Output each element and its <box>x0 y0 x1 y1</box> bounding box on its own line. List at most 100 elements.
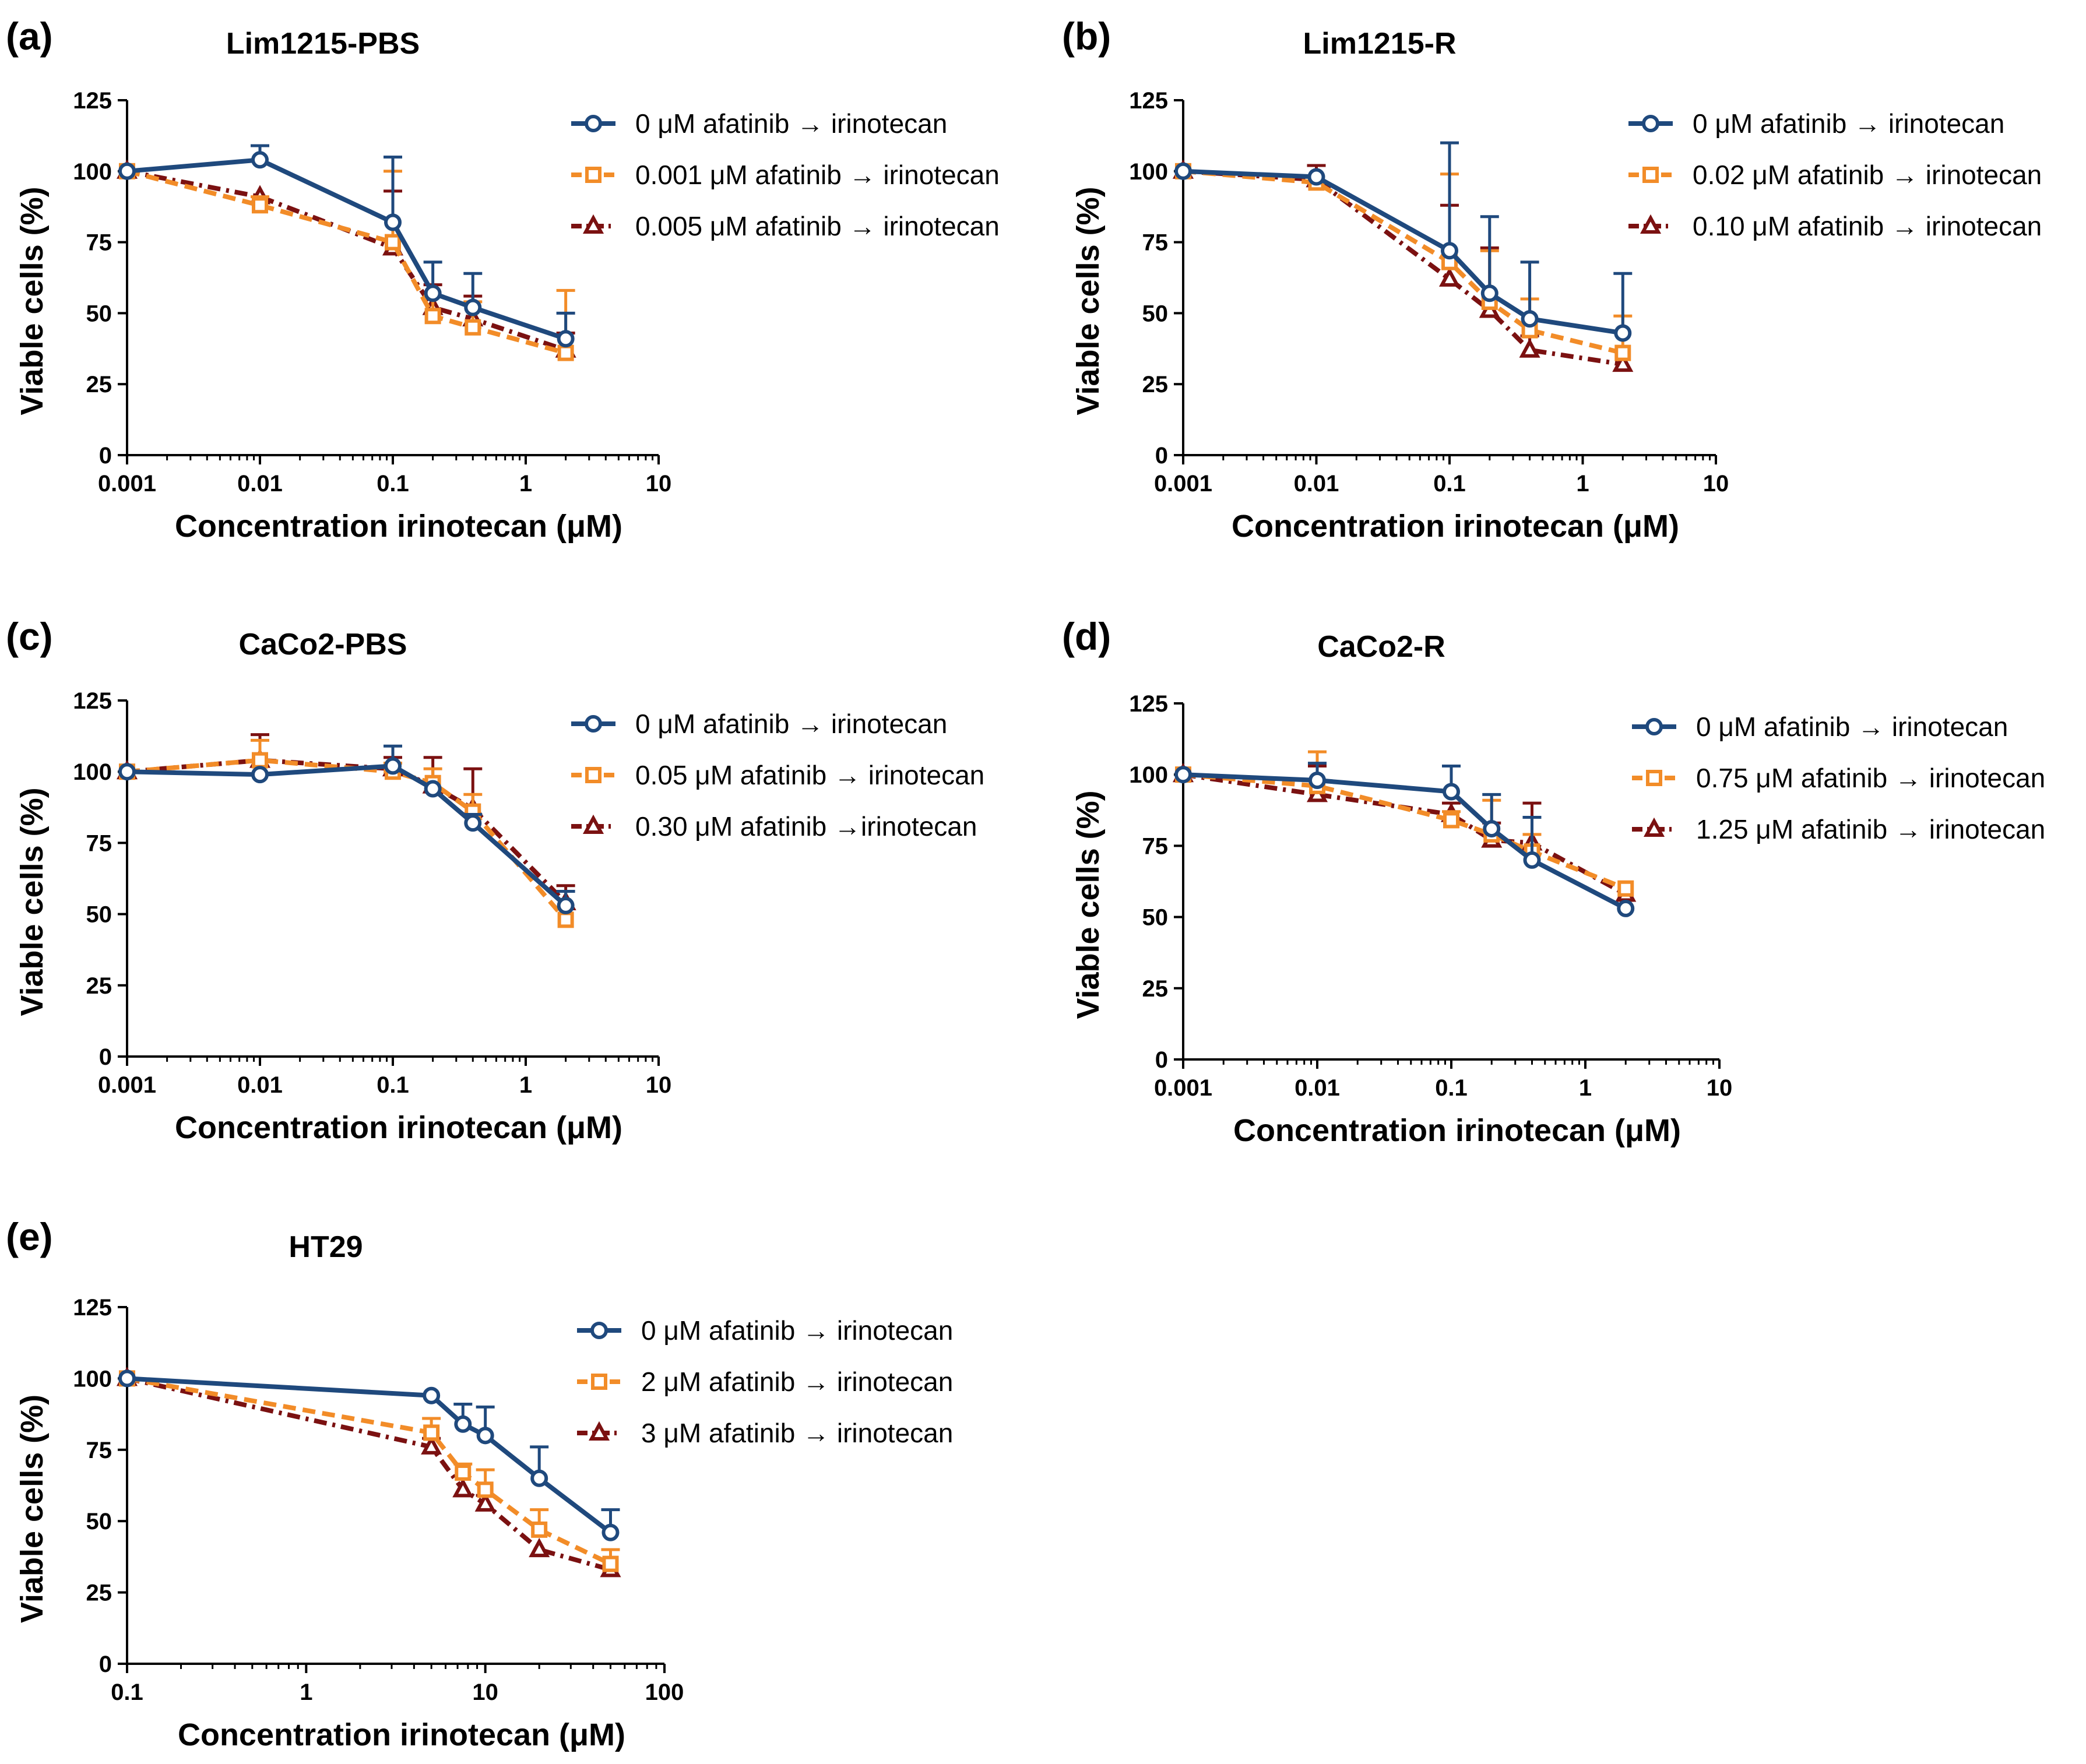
y-tick-label: 50 <box>86 1509 112 1534</box>
series-line <box>126 168 567 353</box>
legend-marker <box>585 715 602 733</box>
data-point <box>452 1478 474 1498</box>
data-point <box>557 896 575 914</box>
series-line <box>126 1376 612 1566</box>
x-tick-label: 1 <box>1576 471 1589 497</box>
data-point <box>531 1521 548 1538</box>
legend-label: 0.75 μM afatinib → irinotecan <box>1696 763 2045 793</box>
legend-label: 1.25 μM afatinib → irinotecan <box>1696 814 2045 844</box>
x-tick-label: 0.1 <box>111 1680 143 1705</box>
legend-item-1: 0 μM afatinib → irinotecan <box>1632 712 2008 742</box>
y-tick-label: 100 <box>1129 762 1168 788</box>
x-axis-label: Concentration irinotecan (μM) <box>175 509 622 544</box>
x-axis-label: Concentration irinotecan (μM) <box>175 1110 622 1145</box>
legend-marker <box>1645 718 1663 735</box>
series-line <box>126 758 568 922</box>
data-point <box>252 752 268 769</box>
data-point <box>464 814 482 832</box>
series-line <box>126 1376 612 1534</box>
legend-label: 0 μM afatinib → irinotecan <box>1696 712 2008 742</box>
data-point <box>557 344 574 361</box>
y-tick-label: 125 <box>1129 691 1168 717</box>
y-axis-label: Viable cells (%) <box>15 1395 50 1623</box>
data-point <box>1174 766 1192 784</box>
legend-label: 0.10 μM afatinib → irinotecan <box>1693 211 2042 241</box>
x-tick-label: 100 <box>645 1680 684 1705</box>
legend-marker <box>590 1322 608 1339</box>
legend-marker <box>585 115 602 132</box>
data-point <box>118 1369 136 1388</box>
panel-label: (b) <box>1062 15 1111 58</box>
series-line <box>126 157 567 341</box>
series-1 <box>1174 141 1633 342</box>
data-point <box>602 1555 619 1572</box>
chart-title: CaCo2-PBS <box>239 628 407 661</box>
x-tick-label: 10 <box>646 471 672 497</box>
data-point <box>1174 162 1192 180</box>
data-point <box>455 1464 472 1481</box>
panel-label: (a) <box>6 15 53 58</box>
data-point <box>118 763 136 781</box>
y-tick-label: 75 <box>86 830 112 856</box>
data-point <box>251 766 269 784</box>
chart-title: HT29 <box>289 1230 363 1264</box>
chart-panel-a: (a) Lim1215-PBS 0 25 50 75 100 125 0.001 0.01 0.1 1… <box>6 15 1000 544</box>
y-tick-label: 100 <box>73 759 112 785</box>
legend-marker <box>1646 770 1662 786</box>
data-point <box>251 151 269 169</box>
y-tick-label: 50 <box>1142 301 1169 326</box>
x-tick-label: 0.001 <box>98 1072 156 1098</box>
chart-panel-b: (b) Lim1215-R 0 25 50 75 100 125 0.001 0.01 0.1 1 10… <box>1062 15 2042 544</box>
legend-marker <box>1640 214 1662 234</box>
series-1 <box>118 744 575 914</box>
legend-marker <box>588 1421 610 1441</box>
y-tick-label: 75 <box>1142 833 1169 859</box>
chart-panel-e: (e) HT29 0 25 50 75 100 125 0.1 1 10 100 Concentrati… <box>6 1215 953 1752</box>
y-tick-label: 100 <box>73 1366 112 1392</box>
x-axis-label: Concentration irinotecan (μM) <box>1233 1113 1681 1148</box>
data-point <box>1307 168 1325 186</box>
data-point <box>454 1415 472 1433</box>
series-line <box>126 168 567 355</box>
y-tick-label: 0 <box>1155 1047 1168 1073</box>
x-tick-label: 10 <box>1707 1075 1733 1101</box>
legend-marker <box>582 214 604 234</box>
legend-item-3: 0.30 μM afatinib →​irinotecan <box>571 811 977 841</box>
series-3 <box>116 733 576 911</box>
series-1 <box>118 1369 620 1541</box>
y-axis-label: Viable cells (%) <box>15 787 50 1016</box>
x-tick-label: 10 <box>472 1680 498 1705</box>
data-point <box>464 298 482 316</box>
data-point <box>1617 899 1635 917</box>
series-line <box>126 1376 611 1572</box>
y-tick-label: 0 <box>99 443 112 469</box>
x-tick-label: 1 <box>1579 1075 1592 1101</box>
y-tick-label: 50 <box>1142 905 1169 931</box>
x-tick-label: 0.01 <box>1294 471 1339 497</box>
y-axis-label: Viable cells (%) <box>15 186 50 415</box>
series-2 <box>1175 750 1634 897</box>
series-line <box>1183 772 1627 911</box>
data-point <box>1480 284 1498 302</box>
legend-marker <box>585 167 601 183</box>
y-tick-label: 125 <box>1129 88 1168 114</box>
data-point <box>1483 820 1501 838</box>
y-tick-label: 75 <box>1142 230 1169 256</box>
series-2 <box>119 1370 620 1572</box>
legend-marker <box>1642 167 1659 183</box>
data-point <box>424 308 441 325</box>
legend-item-2: 0.05 μM afatinib → irinotecan <box>571 760 984 790</box>
x-tick-label: 0.001 <box>1154 471 1212 497</box>
data-point <box>1612 352 1634 372</box>
x-tick-label: 0.1 <box>377 471 409 497</box>
legend-marker <box>1642 115 1659 132</box>
y-tick-label: 25 <box>86 1580 112 1606</box>
data-point <box>1441 242 1458 260</box>
legend-item-3: 0.005 μM afatinib → irinotecan <box>571 211 1000 241</box>
y-tick-label: 25 <box>1142 372 1169 397</box>
x-tick-label: 0.01 <box>237 471 283 497</box>
y-tick-label: 125 <box>73 88 112 114</box>
data-point <box>1443 812 1459 829</box>
data-point <box>423 1424 440 1441</box>
